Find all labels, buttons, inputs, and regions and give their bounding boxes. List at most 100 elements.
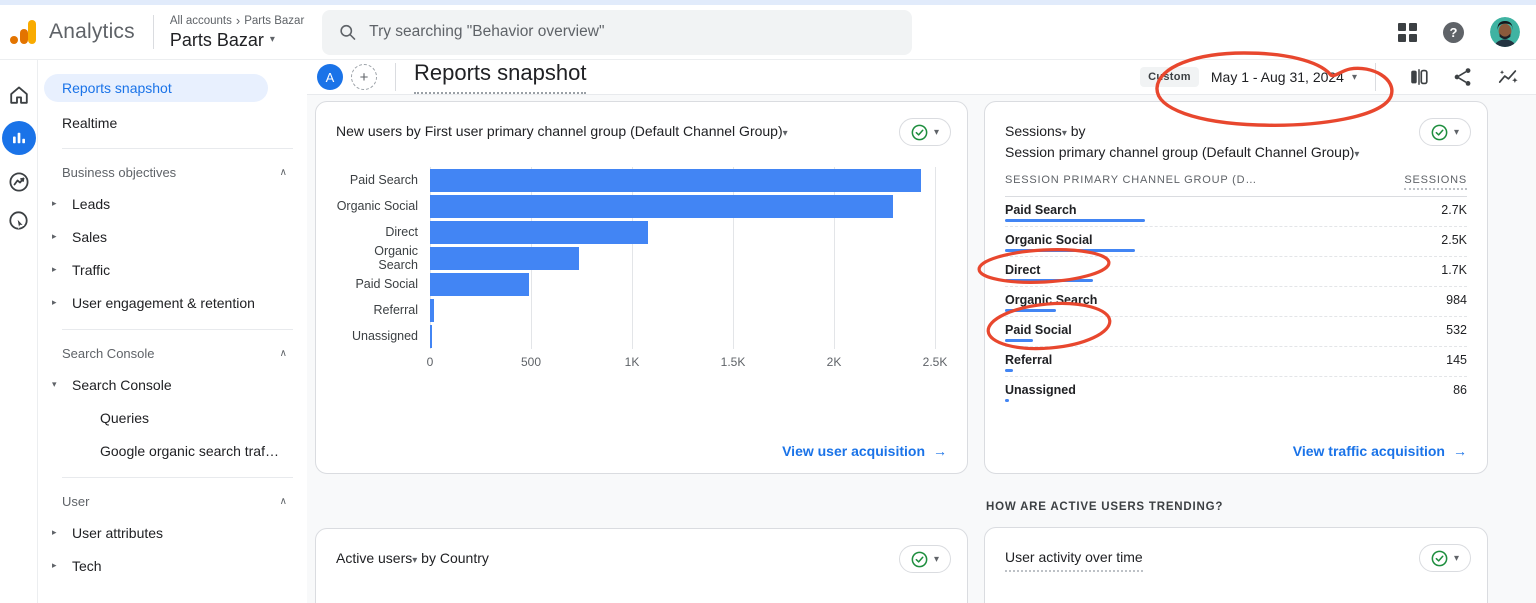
nav-advertising[interactable] <box>7 209 31 233</box>
divider <box>62 477 293 478</box>
bar[interactable] <box>430 324 432 348</box>
bar[interactable] <box>430 220 649 244</box>
chevron-down-icon: ▾ <box>933 126 940 138</box>
x-tick-label: 0 <box>426 355 434 369</box>
help-icon[interactable]: ? <box>1443 21 1464 43</box>
session-row: Organic Social 2.5K <box>1005 227 1467 257</box>
bar[interactable] <box>430 246 580 270</box>
user-avatar[interactable] <box>1490 17 1520 47</box>
bar-row: Paid Search <box>336 167 947 193</box>
sidebar-item-user-attributes[interactable]: ▸ User attributes <box>38 516 307 549</box>
category-label: Paid Social <box>355 277 418 291</box>
sidebar-item-label: Leads <box>72 195 111 212</box>
product-name: Analytics <box>49 20 135 43</box>
section-business-objectives[interactable]: Business objectives ∧ <box>38 157 307 187</box>
divider <box>1005 196 1467 197</box>
compare-icon[interactable] <box>1408 66 1430 88</box>
mini-bar <box>1005 369 1013 372</box>
bar-row: Referral <box>336 297 947 323</box>
bar[interactable] <box>430 168 921 192</box>
share-icon[interactable] <box>1452 66 1474 88</box>
help-glyph: ? <box>1449 24 1458 40</box>
gridline <box>935 167 936 349</box>
apps-grid-icon[interactable] <box>1398 22 1417 42</box>
data-quality-button[interactable]: ▾ <box>1419 118 1471 146</box>
sidebar-item-tech[interactable]: ▸ Tech <box>38 549 307 582</box>
bar[interactable] <box>430 272 529 296</box>
sidebar-item-leads[interactable]: ▸ Leads <box>38 187 307 220</box>
search-input[interactable] <box>369 23 897 41</box>
gridline <box>834 167 835 349</box>
avatar-letter: A <box>325 69 335 85</box>
mini-bar <box>1005 219 1145 222</box>
card-title[interactable]: User activity over time <box>1005 548 1467 572</box>
gridline <box>733 167 734 349</box>
x-tick-label: 1.5K <box>720 355 746 369</box>
bar[interactable] <box>430 194 893 218</box>
nav-home[interactable] <box>8 84 30 106</box>
sidebar-item-label: Realtime <box>62 115 118 131</box>
sidebar-item-realtime[interactable]: Realtime <box>38 108 307 138</box>
sessions-value: 86 <box>1453 383 1467 397</box>
sidebar-item-label: Sales <box>72 228 108 245</box>
app-bar: Analytics All accounts › Parts Bazar Par… <box>0 5 1536 60</box>
metric-selector[interactable]: Active users <box>336 550 413 566</box>
arrow-right-icon: → <box>933 443 947 459</box>
sidebar-item-search-console[interactable]: ▾ Search Console <box>38 368 307 401</box>
property-selector[interactable]: All accounts › Parts Bazar Parts Bazar ▾ <box>170 13 304 52</box>
insights-icon[interactable] <box>1496 66 1520 88</box>
sessions-value: 984 <box>1446 293 1467 307</box>
sidebar-item-reports-snapshot[interactable]: Reports snapshot <box>44 74 268 102</box>
section-user[interactable]: User ∧ <box>38 486 307 516</box>
date-range-picker[interactable]: May 1 - Aug 31, 2024 <box>1210 69 1344 85</box>
metric-column-header[interactable]: SESSIONS <box>1404 174 1467 190</box>
gridline <box>632 167 633 349</box>
view-user-acquisition-link[interactable]: View user acquisition → <box>782 443 947 459</box>
new-users-card: New users by First user primary channel … <box>315 101 968 474</box>
sidebar-item-google-organic-search[interactable]: Google organic search traf… <box>38 434 307 467</box>
bar-row: Organic Search <box>336 244 947 272</box>
section-search-console[interactable]: Search Console ∧ <box>38 338 307 368</box>
chevron-down-icon: ▾ <box>1354 149 1360 160</box>
sidebar-item-label: User engagement & retention <box>72 294 255 311</box>
chevron-down-icon: ▾ <box>933 553 940 565</box>
chevron-down-icon[interactable]: ▾ <box>1351 71 1357 83</box>
bar-row: Unassigned <box>336 323 947 349</box>
horizontal-bar-chart: Paid Search Organic Social Direct Organic S… <box>336 167 947 349</box>
link-label: View traffic acquisition <box>1292 443 1445 459</box>
session-row: Paid Search 2.7K <box>1005 197 1467 227</box>
dimension-column-header[interactable]: SESSION PRIMARY CHANNEL GROUP (D… <box>1005 174 1258 186</box>
card-title[interactable]: Active users▾ by Country <box>336 549 947 570</box>
property-name[interactable]: Parts Bazar <box>169 29 264 50</box>
bar[interactable] <box>430 298 435 322</box>
breadcrumb: All accounts › Parts Bazar <box>170 13 304 29</box>
link-label: View user acquisition <box>782 443 925 459</box>
divider <box>1375 63 1376 91</box>
sidebar-item-label: Google organic search traf… <box>100 442 279 459</box>
sessions-value: 532 <box>1446 323 1467 337</box>
sidebar-item-traffic[interactable]: ▸ Traffic <box>38 253 307 286</box>
add-comparison-button[interactable]: + <box>351 64 377 90</box>
by-word: by <box>1070 123 1086 139</box>
analytics-logo-icon[interactable] <box>10 19 38 45</box>
card-title[interactable]: New users by First user primary channel … <box>336 122 856 143</box>
card-title[interactable]: Sessions ▾ by Session primary channel gro… <box>1005 122 1425 164</box>
x-tick-label: 2K <box>826 355 842 369</box>
avatar-photo <box>1490 17 1520 47</box>
sidebar-item-queries[interactable]: Queries <box>38 401 307 434</box>
view-traffic-acquisition-link[interactable]: View traffic acquisition → <box>1293 443 1467 459</box>
data-quality-button[interactable]: ▾ <box>899 545 951 573</box>
category-label: Referral <box>373 303 418 317</box>
dimension-selector[interactable]: Session primary channel group (Default C… <box>1005 144 1355 160</box>
data-quality-button[interactable]: ▾ <box>899 118 951 146</box>
collection-avatar[interactable]: A <box>317 64 343 90</box>
data-quality-button[interactable]: ▾ <box>1419 544 1471 572</box>
sessions-value: 145 <box>1446 353 1467 367</box>
sidebar-item-sales[interactable]: ▸ Sales <box>38 220 307 253</box>
global-search[interactable] <box>322 9 913 55</box>
nav-reports[interactable] <box>1 121 36 155</box>
sidebar-item-user-engagement[interactable]: ▸ User engagement & retention <box>38 286 307 319</box>
metric-selector[interactable]: Sessions <box>1005 123 1062 139</box>
nav-explore[interactable] <box>7 170 31 194</box>
checkmark-circle-icon <box>1431 550 1448 566</box>
